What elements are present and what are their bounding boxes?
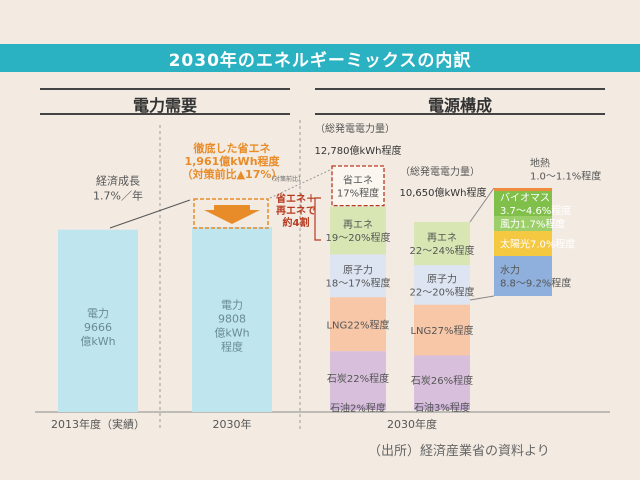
renewable-segment (494, 231, 552, 256)
demand-bar (58, 229, 138, 412)
divider (40, 88, 290, 90)
renewable-label: 風力1.7%程度 (500, 218, 565, 231)
divider (315, 88, 605, 90)
chart-title: 2030年のエネルギーミックスの内訳 (0, 44, 640, 72)
gen-total-segment-label: 再エネ 19～20%程度 (326, 219, 391, 244)
gen-net-segment-label: 原子力 22～20%程度 (410, 272, 475, 298)
gen-total-segment-label: 石油2%程度 (330, 402, 386, 415)
x-tick-label: 2030年度 (387, 417, 437, 431)
saving-callout: 徹底した省エネ 1,961億kWh程度（対策前比▲17%） (182, 141, 283, 181)
gen-total-header: （総発電電力量） (315, 122, 395, 135)
renewable-label: バイオマス 3.7～4.6%程度 (500, 192, 571, 217)
gen-net-segment-label: LNG27%程度 (410, 324, 473, 337)
gen-total-segment-saving (331, 165, 385, 207)
gen-total-segment (330, 351, 386, 406)
gen-total-segment-label: 原子力 18～17%程度 (326, 263, 391, 289)
renewable-label: 水力 8.8～9.2%程度 (500, 264, 571, 290)
gen-net-segment-label: 石油3%程度 (414, 401, 470, 414)
gen-total-segment-label: 省エネ 17%程度 (337, 173, 379, 199)
gen-total-segment-label: LNG22%程度 (326, 318, 389, 331)
down-arrow-icon (204, 205, 260, 224)
gen-net-segment (414, 404, 470, 410)
renewable-segment (494, 256, 552, 296)
connector-line (469, 187, 495, 223)
gen-total-value: 12,780億kWh程度 (314, 144, 401, 157)
section-title-demand: 電力需要 (132, 96, 197, 115)
gen-total-segment (330, 297, 386, 352)
x-tick-label: 2030年 (213, 417, 252, 431)
renewable-label: 太陽光7.0%程度 (500, 238, 575, 251)
demand-bar (192, 227, 272, 412)
renewable-segment (494, 188, 552, 191)
growth-line (109, 199, 191, 229)
x-tick-label: 2013年度（実績） (51, 417, 145, 431)
renewable-segment (494, 191, 552, 216)
gen-total-segment (330, 405, 386, 410)
demand-bar-label: 電力 9808 億kWh 程度 (214, 299, 249, 354)
section-title-supply: 電源構成 (427, 96, 492, 115)
gen-total-segment (330, 206, 386, 255)
renewable-label: 地熱 1.0～1.1%程度 (530, 157, 601, 183)
renewable-segment (494, 216, 552, 231)
demand-bar-label: 電力 9666 億kWh (80, 307, 115, 348)
side-bracket (314, 197, 321, 241)
gen-net-segment (414, 355, 470, 405)
pointer-line (269, 169, 331, 199)
source-note: （出所）経済産業省の資料より (368, 444, 550, 459)
gen-total-segment (330, 254, 386, 298)
saving-box (193, 198, 269, 229)
growth-label: 経済成長 1.7%／年 (93, 174, 143, 203)
gen-net-segment-label: 再エネ 22～24%程度 (410, 232, 475, 257)
gen-net-value: 10,650億kWh程度 (399, 186, 486, 199)
before-measures-label: （対策前比） (268, 175, 304, 183)
divider (40, 113, 290, 115)
gen-net-header: （総発電電力量） (400, 165, 480, 178)
divider (315, 113, 605, 115)
gen-net-segment (414, 304, 470, 356)
gen-net-segment (414, 222, 470, 266)
side-note: 省エネ＋再エネで約4割 (275, 192, 316, 229)
gen-net-segment (414, 265, 470, 305)
gen-total-segment-label: 石炭22%程度 (327, 372, 389, 385)
gen-net-segment-label: 石炭26%程度 (411, 374, 473, 387)
connector-line (469, 295, 495, 301)
